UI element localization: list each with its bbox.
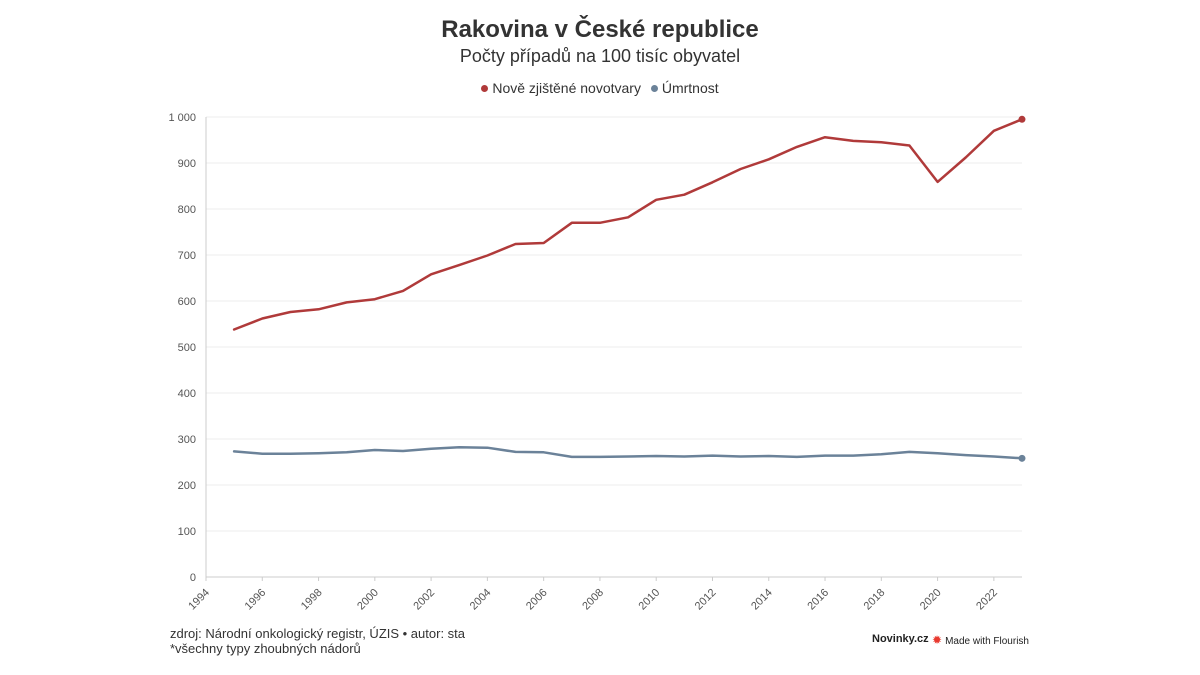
y-tick-label-7: 700 [178, 250, 196, 262]
y-tick-label-3: 300 [178, 434, 196, 446]
chart-legend: Nově zjištěné novotvary Úmrtnost [0, 80, 1200, 96]
chart-title: Rakovina v České republice [441, 16, 759, 43]
y-tick-label-8: 800 [178, 204, 196, 216]
legend-label-new-cases: Nově zjištěné novotvary [492, 80, 641, 96]
x-tick-label-7: 2008 [580, 587, 606, 613]
x-tick-label-14: 2022 [974, 587, 1000, 613]
footnote: *všechny typy zhoubných nádorů [170, 641, 361, 656]
series-end-point-1 [1018, 454, 1026, 462]
x-tick-label-13: 2020 [918, 587, 944, 613]
y-tick-label-9: 900 [178, 158, 196, 170]
flourish-credit[interactable]: ✹ Made with Flourish [932, 633, 1029, 647]
chart-subtitle: Počty případů na 100 tisíc obyvatel [459, 46, 741, 66]
flourish-credit-label: Made with Flourish [945, 636, 1029, 647]
y-tick-label-1: 100 [178, 526, 196, 538]
legend-item-mortality[interactable]: Úmrtnost [650, 80, 719, 96]
x-tick-label-2: 1998 [299, 587, 325, 613]
x-tick-label-5: 2004 [468, 587, 494, 613]
legend-dot-new-cases [481, 84, 489, 92]
x-tick-label-10: 2014 [749, 587, 775, 613]
y-tick-label-2: 200 [178, 480, 196, 492]
x-tick-label-1: 1996 [243, 587, 269, 613]
y-tick-label-10: 1 000 [168, 112, 196, 124]
source-note: zdroj: Národní onkologický registr, ÚZIS… [170, 626, 466, 641]
flourish-logo-icon: ✹ [932, 633, 943, 647]
legend-label-mortality: Úmrtnost [661, 80, 719, 96]
x-tick-label-12: 2018 [862, 587, 888, 613]
x-tick-label-6: 2006 [524, 587, 550, 613]
brand-logo[interactable]: Novinky.cz [872, 633, 929, 645]
y-tick-label-6: 600 [178, 296, 196, 308]
x-tick-label-9: 2012 [693, 587, 719, 613]
legend-item-new-cases[interactable]: Nově zjištěné novotvary [481, 80, 641, 96]
x-tick-label-4: 2002 [411, 587, 437, 613]
x-tick-label-8: 2010 [637, 587, 663, 613]
x-tick-label-11: 2016 [805, 587, 831, 613]
x-tick-label-0: 1994 [186, 587, 212, 613]
chart-footer: zdroj: Národní onkologický registr, ÚZIS… [170, 626, 465, 656]
series-line-0 [232, 118, 1024, 331]
series-end-point-0 [1018, 115, 1026, 123]
series-line-1 [232, 446, 1024, 460]
legend-dot-mortality [650, 84, 658, 92]
y-tick-label-5: 500 [178, 342, 196, 354]
y-tick-label-4: 400 [178, 388, 196, 400]
y-tick-label-0: 0 [190, 572, 196, 584]
x-tick-label-3: 2000 [355, 587, 381, 613]
